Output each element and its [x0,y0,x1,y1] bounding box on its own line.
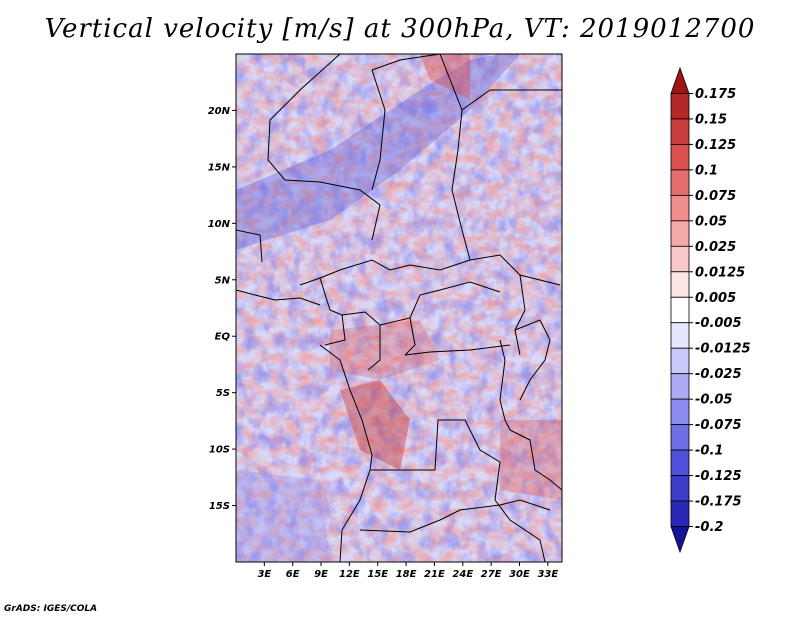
colorbar-label: 0.025 [695,240,736,255]
colorbar-label: 0.125 [695,138,736,153]
lat-tick-label: 5N [215,275,231,286]
colorbar-swatch [670,373,690,400]
colorbar-label: 0.005 [695,291,736,306]
colorbar-swatch [670,66,690,94]
credit-text: GrADS: IGES/COLA [4,604,98,614]
colorbar-label: 0.075 [695,189,736,204]
map-frame [235,53,563,563]
lon-tick-label: 12E [339,569,360,580]
colorbar-swatch [670,424,690,451]
lat-tick-label: 10N [208,219,231,230]
colorbar-label: -0.0125 [695,342,751,357]
lat-tick-label: 10S [209,445,230,456]
lon-tick-label: 33E [537,569,558,580]
lon-tick-label: 3E [257,569,271,580]
lon-tick-label: 18E [396,569,417,580]
colorbar-swatch [670,500,690,527]
colorbar-swatch [670,398,690,426]
colorbar-swatch [670,144,690,171]
lon-tick-label: 21E [424,569,445,580]
lat-tick-label: EQ [215,332,231,343]
colorbar-label: 0.15 [695,112,727,127]
lon-tick-label: 27E [481,569,502,580]
lon-tick-label: 6E [286,569,300,580]
colorbar-swatch [670,449,690,476]
colorbar-label: -0.05 [695,393,732,408]
colorbar-swatch [670,526,690,554]
vertical-velocity-field [236,54,562,562]
map-axes: 20N 15N 10N 5N EQ 5S 10S 15S 3E 6E 9E 12E 15E 18E 21E 2… [208,106,559,580]
colorbar-label: 0.175 [695,87,736,102]
colorbar-label: -0.175 [695,495,742,510]
colorbar-swatch [670,296,690,324]
colorbar-label: -0.1 [695,444,723,459]
colorbar-swatch [670,245,690,273]
lon-tick-label: 24E [452,569,473,580]
colorbar-swatch [670,169,690,196]
country-borders [236,54,562,562]
colorbar-label: -0.125 [695,469,742,484]
colorbar-swatch [670,322,690,349]
colorbar-swatch [670,194,690,222]
lat-tick-label: 20N [208,106,231,117]
lon-tick-label: 15E [367,569,388,580]
colorbar-label: -0.025 [695,367,742,382]
colorbar-label: -0.075 [695,418,742,433]
colorbar-label: 0.1 [695,163,718,178]
lat-tick-label: 5S [216,388,230,399]
colorbar-swatch [670,220,690,247]
colorbar-swatch [670,347,690,375]
colorbar-label: -0.2 [695,520,723,535]
lat-tick-label: 15N [208,162,231,173]
colorbar-swatch [670,271,690,298]
colorbar: 0.175 0.15 0.125 0.1 0.075 0.05 0.025 0.0125 0.0… [670,66,751,554]
chart-title: Vertical velocity [m/s] at 300hPa, VT: 2… [44,14,756,44]
colorbar-swatch [670,475,690,502]
colorbar-label: 0.0125 [695,265,745,280]
lat-tick-label: 15S [209,501,230,512]
lon-tick-label: 9E [314,569,328,580]
colorbar-swatch [670,93,690,120]
colorbar-label: -0.005 [695,316,742,331]
colorbar-swatch [670,118,690,145]
colorbar-label: 0.05 [695,214,727,229]
lon-tick-label: 30E [509,569,530,580]
